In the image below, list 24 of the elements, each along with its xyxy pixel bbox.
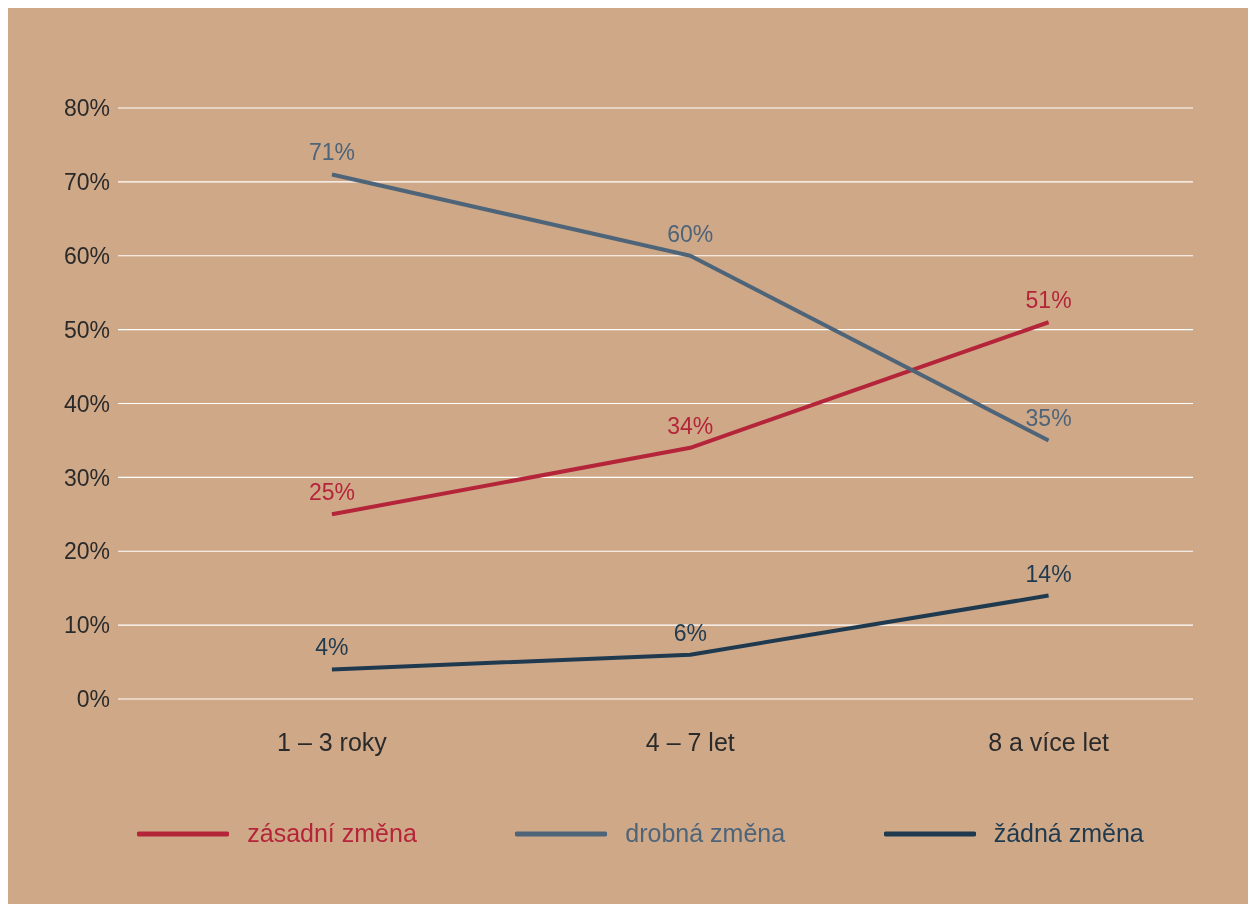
- data-label: 71%: [308, 139, 355, 166]
- data-label: 35%: [1025, 405, 1072, 432]
- y-tick-label: 0%: [76, 686, 110, 713]
- x-tick-label: 8 a více let: [988, 727, 1110, 756]
- data-label: 25%: [308, 479, 355, 506]
- data-label: 60%: [667, 220, 714, 247]
- data-label: 6%: [673, 619, 707, 646]
- data-label: 4%: [315, 634, 349, 661]
- legend-label: drobná změna: [625, 819, 786, 848]
- y-tick-label: 60%: [63, 242, 110, 269]
- legend-label: žádná změna: [993, 819, 1144, 848]
- y-tick-label: 50%: [63, 316, 110, 343]
- y-tick-label: 40%: [63, 390, 110, 417]
- data-label: 34%: [667, 412, 714, 439]
- x-tick-label: 1 – 3 roky: [277, 727, 388, 756]
- data-label: 51%: [1025, 287, 1072, 314]
- data-label: 14%: [1025, 560, 1072, 587]
- legend-label: zásadní změna: [247, 819, 417, 848]
- y-tick-label: 70%: [63, 169, 110, 196]
- y-tick-label: 20%: [63, 538, 110, 565]
- y-tick-label: 30%: [63, 464, 110, 491]
- y-tick-label: 10%: [63, 612, 110, 639]
- x-tick-label: 4 – 7 let: [645, 727, 735, 756]
- y-tick-label: 80%: [63, 95, 110, 122]
